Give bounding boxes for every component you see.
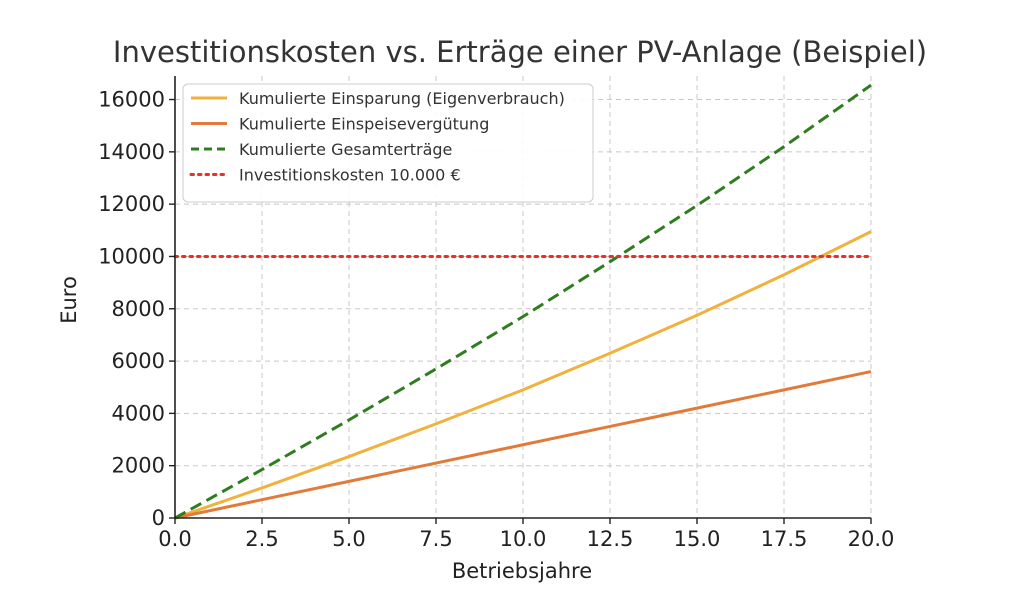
series-layer xyxy=(173,83,873,520)
x-axis-label: Betriebsjahre xyxy=(452,559,592,583)
y-tick-label: 14000 xyxy=(98,140,165,164)
y-tick-label: 4000 xyxy=(112,401,165,425)
y-tick-label: 6000 xyxy=(112,349,165,373)
y-tick-label: 2000 xyxy=(112,454,165,478)
y-tick-label: 12000 xyxy=(98,192,165,216)
series-line-1 xyxy=(174,230,872,520)
axes: 0.0 2.5 5.0 7.5 10.0 12.5 15.0 17.5 20.0 0 2000 400… xyxy=(98,76,894,551)
x-tick-label: 10.0 xyxy=(500,527,547,551)
legend-label: Investitionskosten 10.000 € xyxy=(239,166,461,185)
series-line-3 xyxy=(174,83,872,520)
x-tick-label: 12.5 xyxy=(587,527,634,551)
x-tick-label: 20.0 xyxy=(848,527,895,551)
legend-box xyxy=(182,83,594,203)
legend-label: Kumulierte Einsparung (Eigenverbrauch) xyxy=(239,89,565,108)
y-tick-label: 8000 xyxy=(112,297,165,321)
x-tick-label: 7.5 xyxy=(419,527,452,551)
legend-label: Kumulierte Gesamterträge xyxy=(239,140,452,159)
x-tick-label: 17.5 xyxy=(761,527,808,551)
x-tick-label: 0.0 xyxy=(158,527,191,551)
x-tick-label: 15.0 xyxy=(674,527,721,551)
y-axis-label: Euro xyxy=(57,276,81,324)
x-tick-label: 2.5 xyxy=(245,527,278,551)
y-tick-label: 0 xyxy=(152,506,165,530)
y-tick-label: 16000 xyxy=(98,88,165,112)
legend: Kumulierte Einsparung (Eigenverbrauch) Ku… xyxy=(182,83,594,203)
series-line-2 xyxy=(174,370,872,520)
y-tick-label: 10000 xyxy=(98,244,165,268)
chart-title: Investitionskosten vs. Erträge einer PV-… xyxy=(113,35,927,69)
legend-label: Kumulierte Einspeisevergütung xyxy=(239,115,489,134)
x-tick-label: 5.0 xyxy=(332,527,365,551)
